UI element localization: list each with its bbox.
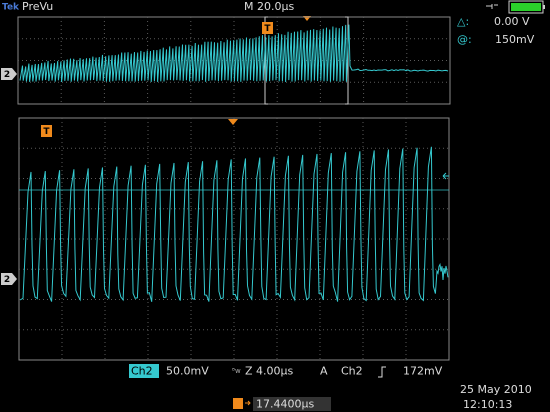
- overview-trigger-box: [262, 22, 273, 34]
- power-icon: [486, 0, 545, 14]
- at-value: 150mV: [495, 33, 535, 46]
- delta-value: 0.00 V: [494, 15, 530, 28]
- overview-channel: 2: [4, 70, 10, 80]
- channel-box: [129, 364, 159, 378]
- brand: Tek: [2, 3, 20, 13]
- position-box: [253, 397, 331, 411]
- overview-channel-tag: [1, 68, 17, 80]
- mode: PreVu: [22, 0, 53, 13]
- slope-icon: [378, 366, 386, 378]
- delta-label: △:: [457, 15, 469, 28]
- channel-tag: [1, 273, 17, 285]
- status-scale: 50.0mV: [166, 365, 209, 378]
- timebase: M 20.0µs: [244, 0, 294, 13]
- status-channel: Ch2: [131, 365, 153, 378]
- at-label: @:: [457, 33, 472, 46]
- trigger-prefix: A: [320, 365, 328, 378]
- trigger-source: Ch2: [341, 365, 363, 378]
- bw-icon: ᴮw: [232, 367, 241, 375]
- position-arrow: [245, 400, 251, 406]
- trigger-level: 172mV: [403, 365, 443, 378]
- trigger-marker: [228, 119, 238, 125]
- main-graticule: [18, 117, 450, 361]
- trigger-level-arrow: [442, 172, 449, 180]
- status-zoom: Z 4.00µs: [245, 365, 294, 378]
- trigger-box: [41, 125, 52, 137]
- position: 17.4400µs: [256, 398, 314, 411]
- overview-trigger: T: [264, 24, 271, 34]
- main-waveform: [19, 146, 449, 302]
- channel-label: 2: [4, 275, 10, 285]
- overview-waveform: [19, 24, 449, 83]
- position-icon: [233, 398, 243, 409]
- zoom-bracket: [264, 16, 349, 105]
- time: 12:10:13: [463, 398, 512, 411]
- date: 25 May 2010: [460, 383, 532, 396]
- trigger-label: T: [43, 127, 50, 137]
